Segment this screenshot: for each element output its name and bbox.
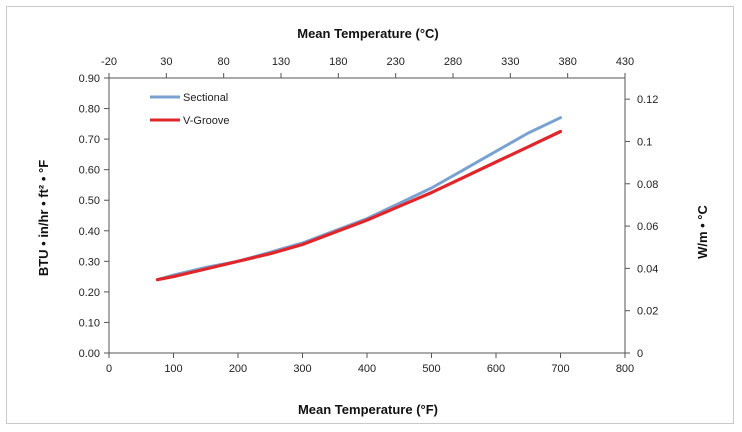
top-tick-label: 380 [558, 56, 576, 68]
y-axis-title: BTU • in/hr • ft² • °F [36, 160, 51, 276]
y-tick-label: 0.20 [79, 287, 100, 299]
top-tick-label: 80 [218, 56, 230, 68]
y-tick-label: 0.60 [79, 165, 100, 177]
top-tick-label: 180 [329, 56, 347, 68]
y-tick-label: 0.10 [79, 317, 100, 329]
right-tick-label: 0.06 [637, 221, 658, 233]
legend-label: V-Groove [183, 115, 229, 127]
top-axis-title: Mean Temperature (°C) [297, 26, 438, 41]
top-tick-label: 330 [501, 56, 519, 68]
x-tick-label: 600 [487, 363, 505, 375]
series-line-sectional [155, 116, 562, 282]
chart-frame [6, 6, 734, 424]
y-tick-label: 0.70 [79, 134, 100, 146]
y-tick-label: 0.00 [79, 348, 100, 360]
y-tick-label: 0.40 [79, 226, 100, 238]
x-tick-label: 500 [422, 363, 440, 375]
top-tick-label: 130 [272, 56, 290, 68]
y-tick-label: 0.80 [79, 104, 100, 116]
x-axis-title: Mean Temperature (°F) [298, 402, 438, 417]
right-tick-label: 0 [637, 348, 643, 360]
right-tick-label: 0.02 [637, 306, 658, 318]
top-tick-label: 280 [444, 56, 462, 68]
top-tick-label: 30 [160, 56, 172, 68]
top-tick-label: 430 [616, 56, 634, 68]
x-tick-label: 200 [229, 363, 247, 375]
x-tick-label: 300 [293, 363, 311, 375]
right-tick-label: 0.1 [637, 136, 652, 148]
x-tick-label: 400 [358, 363, 376, 375]
x-tick-label: 700 [551, 363, 569, 375]
x-tick-label: 0 [106, 363, 112, 375]
top-tick-label: -20 [101, 56, 117, 68]
legend: Sectional V-Groove [150, 92, 229, 127]
y-tick-label: 0.30 [79, 256, 100, 268]
right-tick-label: 0.12 [637, 94, 658, 106]
series-layer [155, 116, 563, 282]
axes: 0 100 200 300 400 500 600 700 800 -20 30 80 130 180 23… [79, 56, 659, 375]
x-tick-label: 800 [616, 363, 634, 375]
y-tick-label: 0.90 [79, 73, 100, 85]
legend-label: Sectional [183, 92, 228, 104]
y-tick-label: 0.50 [79, 195, 100, 207]
x-tick-label: 100 [164, 363, 182, 375]
right-tick-label: 0.08 [637, 179, 658, 191]
right-axis-title: W/m • °C [695, 204, 710, 258]
series-line-v-groove [155, 129, 563, 282]
right-tick-label: 0.04 [637, 263, 658, 275]
top-tick-label: 230 [386, 56, 404, 68]
